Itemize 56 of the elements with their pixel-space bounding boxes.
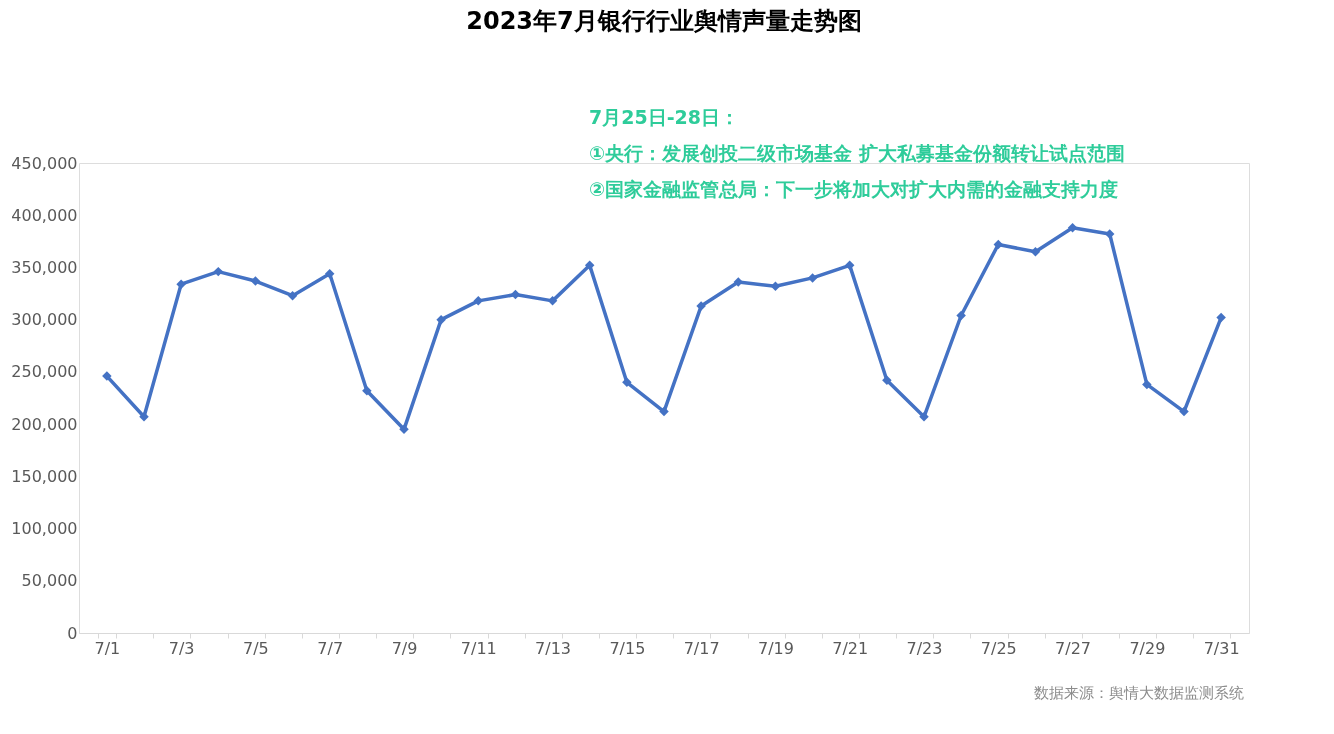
point: [473, 296, 484, 306]
x-tick-label: 7/17: [683, 638, 720, 658]
x-tick-label: 7/11: [460, 638, 497, 658]
x-tick-label: 7/5: [243, 638, 269, 658]
x-tick-label: 7/13: [535, 638, 572, 658]
y-tick-label: 150,000: [11, 466, 78, 486]
text: 7月25日-28日：: [589, 106, 739, 128]
point: [1179, 406, 1189, 417]
annotation: ②国家金融监管总局：下一步将加大对扩大内需的金融支持力度: [589, 178, 1119, 200]
point: [622, 377, 632, 388]
x-tick-label: 7/19: [757, 638, 794, 658]
x-tick-label: 7/25: [980, 638, 1017, 658]
point: [399, 424, 409, 435]
chart-title: 2023年7月银行行业舆情声量走势图: [466, 7, 862, 35]
x-tick-label: 7/7: [317, 638, 344, 658]
point: [324, 268, 335, 279]
point: [993, 239, 1004, 250]
point: [547, 296, 558, 306]
x-tick-label: 7/1: [94, 638, 121, 658]
point: [1067, 223, 1078, 233]
y-tick-label: 100,000: [11, 519, 78, 539]
point: [1030, 247, 1041, 257]
point: [807, 273, 818, 283]
point: [659, 406, 669, 417]
y-tick-label: 350,000: [11, 257, 78, 277]
x-tick-label: 7/27: [1055, 638, 1092, 658]
point: [250, 276, 261, 286]
point: [584, 260, 595, 271]
annotation: ①央行：发展创投二级市场基金 扩大私募基金份额转让试点范围: [589, 142, 1125, 164]
point: [362, 385, 372, 396]
point: [436, 314, 446, 325]
y-tick-label: 400,000: [11, 205, 78, 225]
point: [213, 266, 224, 277]
point: [844, 260, 855, 271]
point: [1142, 379, 1152, 390]
y-tick-label: 0: [67, 623, 78, 643]
x-tick-label: 7/21: [832, 638, 869, 658]
point: [287, 290, 298, 301]
point: [1216, 312, 1226, 323]
y-tick-label: 300,000: [11, 310, 78, 330]
y-tick-label: 250,000: [11, 362, 78, 382]
x-tick-label: 7/23: [906, 638, 943, 658]
point: [770, 281, 781, 291]
y-tick-label: 450,000: [11, 153, 78, 173]
y-tick-label: 200,000: [11, 414, 78, 434]
x-tick-label: 7/15: [609, 638, 646, 658]
point: [510, 289, 521, 300]
point: [956, 310, 966, 321]
y-tick-label: 50,000: [21, 571, 78, 591]
source-note: 数据来源：舆情大数据监测系统: [1034, 684, 1244, 702]
x-tick-label: 7/31: [1203, 638, 1240, 658]
x-tick-label: 7/29: [1129, 638, 1166, 658]
point: [176, 279, 186, 289]
x-tick-label: 7/9: [391, 638, 418, 658]
x-tick-label: 7/3: [168, 638, 195, 658]
point: [882, 375, 892, 385]
